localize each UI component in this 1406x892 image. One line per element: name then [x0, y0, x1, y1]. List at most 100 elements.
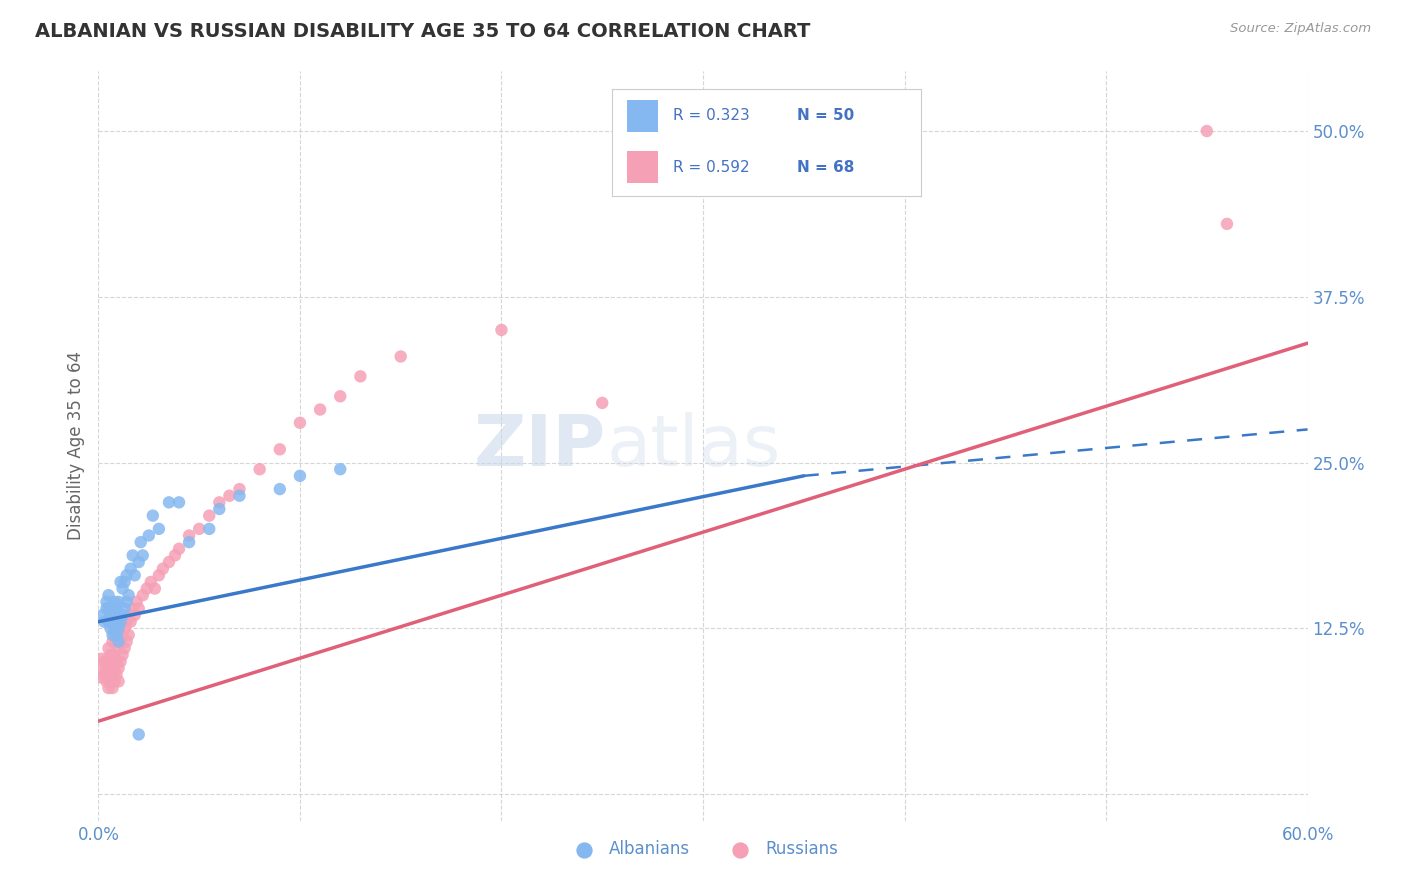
Point: [100, 608, 122, 623]
Point: [93, 615, 115, 629]
Point: [163, 549, 186, 563]
Point: [93, 655, 115, 669]
Point: [110, 574, 132, 589]
Point: [115, 615, 138, 629]
Point: [101, 615, 124, 629]
Point: [179, 535, 201, 549]
Point: [120, 562, 142, 576]
Point: [107, 621, 129, 635]
Point: [110, 655, 132, 669]
Point: [97, 615, 120, 629]
Point: [124, 608, 146, 623]
Point: [97, 667, 120, 681]
Point: [115, 634, 138, 648]
Point: [124, 568, 146, 582]
Point: [1216, 217, 1239, 231]
Point: [1195, 124, 1218, 138]
Text: R = 0.592: R = 0.592: [673, 160, 749, 175]
Point: [103, 595, 125, 609]
Point: [103, 648, 125, 662]
Point: [249, 462, 271, 476]
Point: [135, 582, 157, 596]
Point: [110, 615, 132, 629]
Point: [111, 582, 134, 596]
Point: [167, 495, 190, 509]
Point: [103, 621, 125, 635]
Point: [198, 522, 221, 536]
Point: [349, 369, 371, 384]
Point: [111, 628, 134, 642]
Point: [107, 608, 129, 623]
Point: [121, 601, 143, 615]
Point: [132, 549, 155, 563]
Point: [101, 601, 124, 615]
Point: [309, 402, 332, 417]
Point: [139, 574, 162, 589]
Point: [96, 595, 118, 609]
Point: [129, 535, 152, 549]
Point: [91, 608, 114, 623]
Text: atlas: atlas: [606, 411, 780, 481]
Point: [100, 674, 122, 689]
Text: Source: ZipAtlas.com: Source: ZipAtlas.com: [1230, 22, 1371, 36]
Point: [111, 608, 134, 623]
Point: [167, 541, 190, 556]
Point: [148, 522, 170, 536]
Point: [96, 601, 118, 615]
Point: [97, 588, 120, 602]
Text: N = 68: N = 68: [797, 160, 855, 175]
Point: [125, 595, 148, 609]
Point: [96, 661, 118, 675]
Point: [103, 608, 125, 623]
Point: [107, 595, 129, 609]
Point: [208, 495, 231, 509]
Point: [100, 648, 122, 662]
Point: [128, 601, 150, 615]
Point: [118, 588, 141, 602]
Text: ALBANIAN VS RUSSIAN DISABILITY AGE 35 TO 64 CORRELATION CHART: ALBANIAN VS RUSSIAN DISABILITY AGE 35 TO…: [35, 22, 810, 41]
Point: [105, 667, 128, 681]
Point: [93, 667, 115, 681]
Point: [128, 727, 150, 741]
Point: [228, 489, 250, 503]
Point: [114, 574, 136, 589]
Point: [101, 628, 124, 642]
Point: [188, 522, 211, 536]
Point: [101, 681, 124, 695]
Point: [97, 641, 120, 656]
FancyBboxPatch shape: [627, 152, 658, 184]
Point: [103, 661, 125, 675]
Point: [148, 568, 170, 582]
Point: [118, 628, 141, 642]
Point: [105, 601, 128, 615]
Legend: Albanians, Russians: Albanians, Russians: [561, 833, 845, 864]
Point: [288, 416, 311, 430]
Point: [142, 508, 165, 523]
Point: [105, 628, 128, 642]
Point: [107, 674, 129, 689]
Text: ZIP: ZIP: [474, 411, 606, 481]
Point: [91, 661, 114, 675]
Point: [157, 555, 180, 569]
Point: [228, 482, 250, 496]
Point: [115, 568, 138, 582]
Point: [218, 489, 240, 503]
Point: [105, 615, 128, 629]
Point: [101, 634, 124, 648]
Point: [107, 634, 129, 648]
Point: [118, 608, 141, 623]
Text: N = 50: N = 50: [797, 109, 855, 123]
Point: [107, 621, 129, 635]
Point: [329, 389, 352, 403]
Point: [269, 482, 291, 496]
Point: [288, 468, 311, 483]
Point: [105, 655, 128, 669]
Point: [100, 661, 122, 675]
Point: [121, 549, 143, 563]
Point: [114, 641, 136, 656]
Point: [120, 615, 142, 629]
Point: [152, 562, 174, 576]
Point: [97, 655, 120, 669]
Point: [114, 601, 136, 615]
Point: [96, 674, 118, 689]
